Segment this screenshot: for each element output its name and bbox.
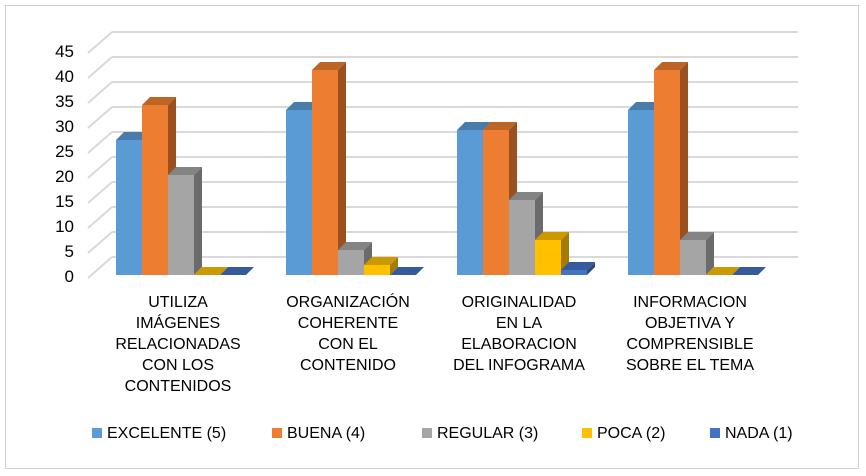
gridline-depth [87,181,113,204]
bar-top [509,192,543,200]
bar-top [142,97,176,105]
x-category-label: UTILIZA [148,294,208,311]
x-category-label: SOBRE EL TEMA [626,357,754,374]
bar-top [168,167,202,175]
x-category-label: EN LA [496,315,543,332]
x-category-label: DEL INFOGRAMA [453,357,585,374]
bar-top [654,62,688,70]
bar [364,265,390,275]
x-category-label: CON LOS [142,357,214,374]
bar [116,140,142,275]
bar-top [680,232,714,240]
bar-top [535,232,569,240]
bar [680,240,706,275]
y-tick-label: 30 [55,117,74,136]
x-category-label: ORIGINALIDAD [462,294,577,311]
y-tick-label: 40 [55,67,74,86]
bar-top [732,267,766,275]
y-tick-label: 25 [55,142,74,161]
bar [338,250,364,275]
chart-frame [5,5,859,469]
y-tick-label: 15 [55,192,74,211]
bar [286,110,312,275]
y-tick-label: 45 [55,42,74,61]
legend-swatch [272,428,282,438]
legend-label: EXCELENTE (5) [107,425,226,442]
bar-top [457,122,491,130]
x-category-label: COHERENTE [298,315,398,332]
x-category-label: OBJETIVA Y [645,315,735,332]
bar-side [587,262,595,275]
bar-top [364,257,398,265]
bar [654,70,680,275]
legend-label: BUENA (4) [287,425,365,442]
legend-swatch [710,428,720,438]
gridline-depth [87,106,113,129]
bar [168,175,194,275]
bar-top [286,102,320,110]
bar-top [390,267,424,275]
y-tick-label: 35 [55,92,74,111]
legend-label: REGULAR (3) [437,425,538,442]
x-category-label: IMÁGENES [136,313,220,332]
x-category-label: CONTENIDOS [125,378,232,395]
gridline-depth [87,131,113,154]
y-tick-label: 10 [55,217,74,236]
bar-top [194,267,228,275]
bar-top [338,242,372,250]
y-tick-label: 5 [65,242,74,261]
bar-side [194,167,202,275]
bar [509,200,535,275]
bar [628,110,654,275]
bar [561,270,587,275]
bar-top [706,267,740,275]
bar [312,70,338,275]
x-category-label: CONTENIDO [300,357,396,374]
x-category-label: RELACIONADAS [115,336,240,353]
legend-swatch [92,428,102,438]
gridline-depth [87,81,113,104]
y-tick-label: 20 [55,167,74,186]
x-category-label: INFORMACION [633,294,747,311]
gridline-depth [87,156,113,179]
bar-top [220,267,254,275]
gridline-depth [87,56,113,79]
bar [483,130,509,275]
gridline-depth [87,231,113,254]
legend-swatch [422,428,432,438]
bar-top [628,102,662,110]
bar [142,105,168,275]
bar-side [338,62,346,275]
bar-top [116,132,150,140]
bar-top [561,262,595,270]
x-category-label: COMPRENSIBLE [626,336,753,353]
bar-side [390,257,398,275]
legend-label: POCA (2) [597,425,665,442]
bar-top [483,122,517,130]
gridline-depth [87,256,113,279]
gridline-depth [87,31,113,54]
legend-swatch [582,428,592,438]
x-category-label: CON EL [318,336,378,353]
bar-side [706,232,714,275]
x-category-label: ELABORACION [461,336,577,353]
x-category-label: ORGANIZACIÓN [286,292,410,311]
gridline-depth [87,206,113,229]
legend-label: NADA (1) [725,425,793,442]
bar-top [312,62,346,70]
bar [535,240,561,275]
bar [457,130,483,275]
y-tick-label: 0 [65,267,74,286]
bar-side [680,62,688,275]
